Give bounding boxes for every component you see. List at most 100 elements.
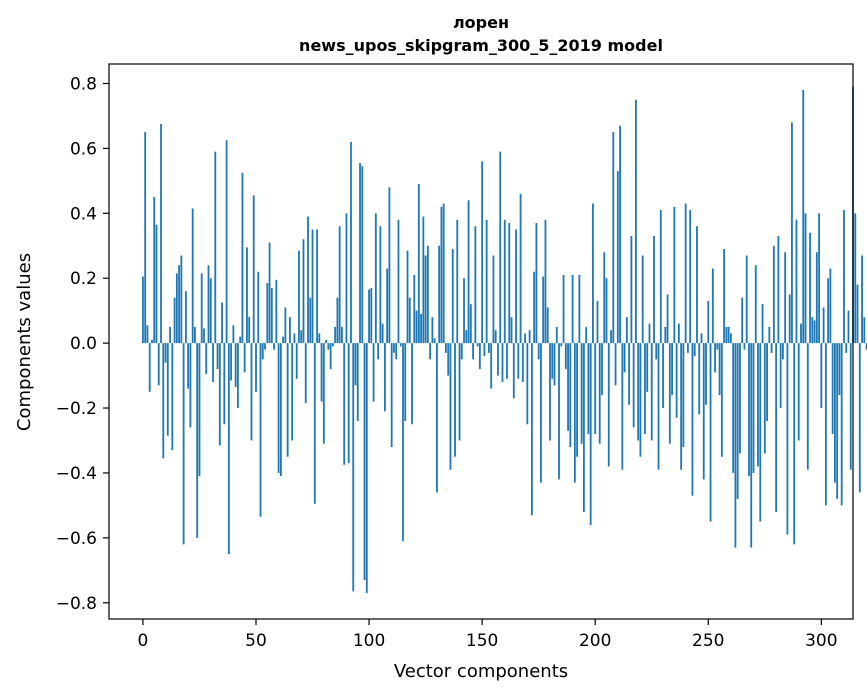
bar-296 bbox=[811, 317, 814, 344]
bar-225 bbox=[650, 343, 653, 441]
bar-21 bbox=[189, 343, 192, 428]
bar-139 bbox=[456, 219, 459, 344]
bar-99 bbox=[365, 343, 368, 594]
bar-103 bbox=[374, 213, 377, 344]
bar-130 bbox=[436, 343, 438, 493]
plot-frame bbox=[108, 63, 854, 620]
y-axis-ticks: −0.8 −0.6 −0.4 −0.2 0.0 0.2 0.4 0.6 0.8 bbox=[56, 74, 109, 614]
bar-44 bbox=[241, 172, 244, 344]
bar-258 bbox=[725, 326, 728, 344]
x-tick-label: 200 bbox=[579, 631, 611, 651]
bar-98 bbox=[363, 343, 366, 581]
bar-253 bbox=[714, 343, 716, 373]
bar-90 bbox=[345, 213, 348, 344]
y-axis-label: Components values bbox=[14, 253, 35, 431]
bar-243 bbox=[691, 343, 694, 496]
bar-234 bbox=[671, 343, 673, 396]
bar-241 bbox=[687, 343, 689, 353]
bar-222 bbox=[644, 343, 646, 434]
bar-309 bbox=[840, 343, 843, 506]
bar-213 bbox=[623, 343, 626, 373]
bar-0 bbox=[142, 276, 144, 344]
bar-154 bbox=[490, 343, 493, 389]
bar-66 bbox=[291, 343, 294, 441]
bar-240 bbox=[684, 203, 687, 344]
bar-273 bbox=[759, 343, 762, 522]
bar-194 bbox=[580, 343, 583, 444]
bar-121 bbox=[415, 310, 418, 344]
bar-163 bbox=[510, 317, 513, 344]
bar-33 bbox=[216, 343, 219, 370]
bar-23 bbox=[194, 326, 196, 344]
bar-55 bbox=[266, 283, 269, 344]
bar-256 bbox=[720, 343, 723, 457]
bar-102 bbox=[372, 343, 375, 402]
bar-75 bbox=[311, 229, 314, 344]
bar-26 bbox=[200, 273, 203, 344]
bar-283 bbox=[781, 343, 784, 360]
bar-293 bbox=[804, 213, 807, 344]
bar-69 bbox=[298, 250, 300, 344]
bar-284 bbox=[784, 252, 787, 344]
bar-220 bbox=[639, 343, 642, 457]
bar-302 bbox=[824, 343, 827, 506]
bar-105 bbox=[379, 226, 382, 344]
bar-196 bbox=[585, 326, 588, 344]
bar-5 bbox=[153, 197, 156, 344]
bar-18 bbox=[182, 343, 185, 545]
bar-316 bbox=[856, 284, 859, 344]
bar-53 bbox=[261, 343, 264, 360]
bar-120 bbox=[413, 274, 416, 344]
bar-118 bbox=[408, 297, 411, 344]
bars-group bbox=[142, 86, 867, 594]
bar-200 bbox=[594, 343, 597, 434]
bar-50 bbox=[255, 343, 257, 392]
bar-79 bbox=[320, 343, 323, 402]
bar-212 bbox=[621, 343, 624, 470]
bar-135 bbox=[447, 343, 450, 376]
bar-312 bbox=[847, 310, 850, 344]
bar-180 bbox=[549, 343, 551, 441]
bar-278 bbox=[770, 343, 773, 353]
bar-153 bbox=[488, 343, 490, 353]
bar-6 bbox=[155, 224, 158, 344]
bar-232 bbox=[666, 294, 669, 344]
bar-24 bbox=[196, 343, 199, 538]
bar-115 bbox=[402, 343, 404, 542]
bar-13 bbox=[171, 343, 174, 451]
bar-28 bbox=[205, 343, 208, 374]
bar-249 bbox=[705, 343, 707, 405]
bar-181 bbox=[551, 343, 554, 379]
bar-308 bbox=[838, 343, 841, 396]
bar-117 bbox=[406, 250, 409, 344]
bar-295 bbox=[809, 232, 811, 344]
bar-251 bbox=[709, 343, 712, 522]
bar-310 bbox=[843, 210, 845, 344]
bar-230 bbox=[662, 343, 664, 409]
bar-300 bbox=[820, 343, 823, 409]
bar-298 bbox=[815, 252, 818, 344]
bar-29 bbox=[207, 265, 210, 344]
bar-315 bbox=[854, 213, 857, 344]
bar-166 bbox=[517, 343, 520, 379]
bar-85 bbox=[334, 326, 337, 344]
bar-257 bbox=[723, 249, 726, 344]
bar-192 bbox=[576, 343, 579, 457]
x-tick-label: 50 bbox=[245, 631, 267, 651]
bar-242 bbox=[689, 210, 692, 344]
bar-128 bbox=[431, 317, 434, 344]
bar-292 bbox=[802, 89, 805, 344]
bar-165 bbox=[515, 229, 517, 344]
bar-160 bbox=[503, 219, 506, 344]
bar-161 bbox=[506, 343, 508, 379]
bar-57 bbox=[270, 287, 273, 344]
bar-93 bbox=[352, 343, 355, 592]
bar-16 bbox=[178, 265, 181, 344]
bar-9 bbox=[162, 343, 165, 459]
bar-259 bbox=[727, 326, 730, 344]
bar-17 bbox=[180, 255, 183, 344]
bar-311 bbox=[845, 343, 848, 353]
bar-305 bbox=[831, 343, 834, 434]
bar-126 bbox=[426, 245, 429, 344]
